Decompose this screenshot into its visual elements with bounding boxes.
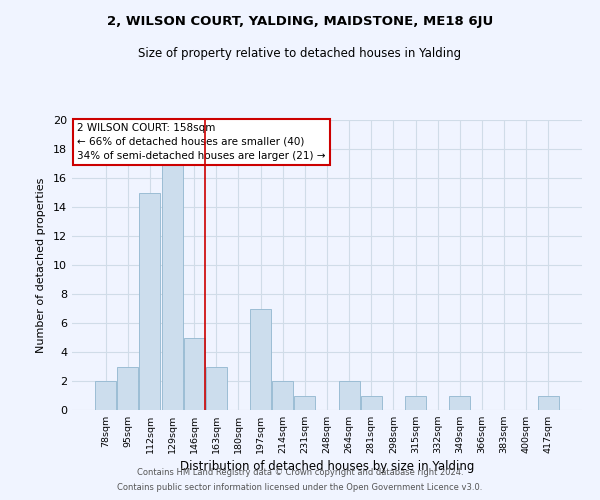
Text: Contains HM Land Registry data © Crown copyright and database right 2024.: Contains HM Land Registry data © Crown c… [137, 468, 463, 477]
Bar [538, 396, 559, 410]
Text: 2 WILSON COURT: 158sqm
← 66% of detached houses are smaller (40)
34% of semi-det: 2 WILSON COURT: 158sqm ← 66% of detached… [77, 123, 326, 161]
Bar [184, 338, 205, 410]
X-axis label: Distribution of detached houses by size in Yalding: Distribution of detached houses by size … [180, 460, 474, 473]
Bar [405, 396, 426, 410]
Bar [118, 366, 139, 410]
Bar [95, 381, 116, 410]
Bar [449, 396, 470, 410]
Text: Size of property relative to detached houses in Yalding: Size of property relative to detached ho… [139, 48, 461, 60]
Bar [295, 396, 316, 410]
Bar [272, 381, 293, 410]
Bar [139, 192, 160, 410]
Bar [361, 396, 382, 410]
Bar [206, 366, 227, 410]
Bar [250, 308, 271, 410]
Text: Contains public sector information licensed under the Open Government Licence v3: Contains public sector information licen… [118, 483, 482, 492]
Text: 2, WILSON COURT, YALDING, MAIDSTONE, ME18 6JU: 2, WILSON COURT, YALDING, MAIDSTONE, ME1… [107, 15, 493, 28]
Bar [161, 164, 182, 410]
Bar [338, 381, 359, 410]
Y-axis label: Number of detached properties: Number of detached properties [36, 178, 46, 352]
